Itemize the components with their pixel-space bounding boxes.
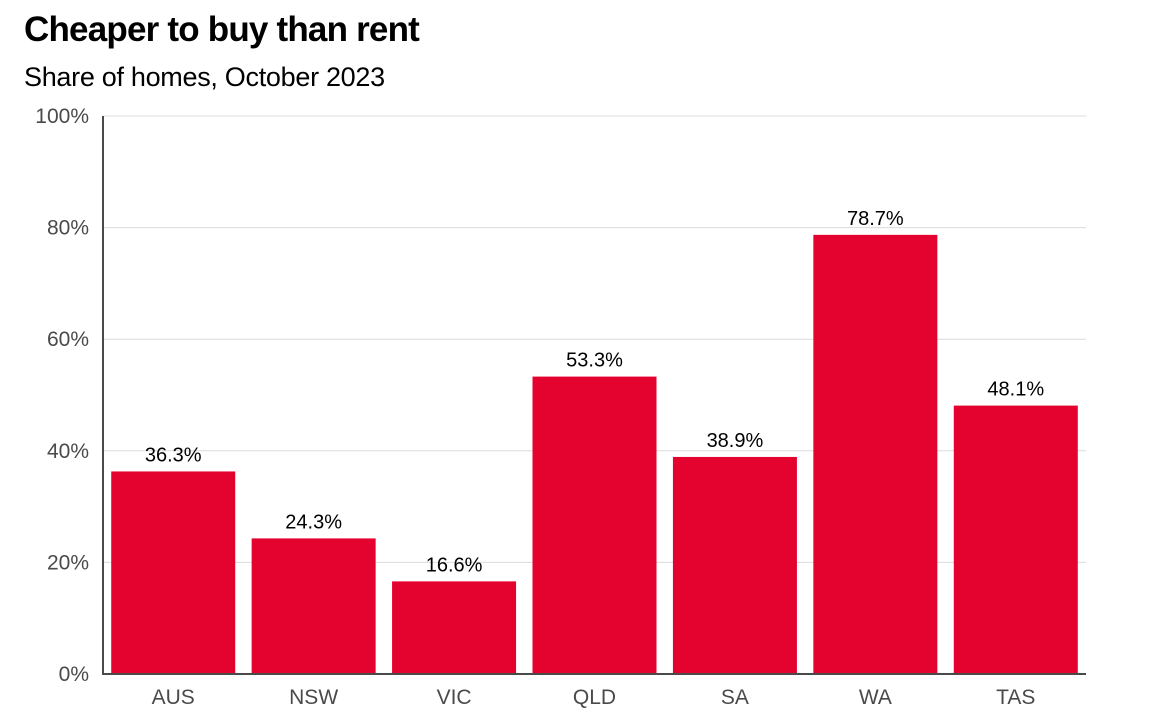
y-tick-label: 80%: [47, 217, 89, 240]
bar-tas: [953, 405, 1078, 674]
y-tick-label: 60%: [47, 328, 89, 351]
bar-sa: [672, 456, 797, 674]
x-tick-label-aus: AUS: [152, 686, 195, 709]
chart-subtitle: Share of homes, October 2023: [24, 62, 385, 92]
y-tick-label: 20%: [47, 551, 89, 574]
bar-vic: [392, 581, 517, 674]
value-label-aus: 36.3%: [145, 444, 202, 466]
bar-value-labels: 36.3% 24.3% 16.6% 53.3% 38.9% 78.7% 48.1%: [145, 208, 1044, 577]
chart-title: Cheaper to buy than rent: [24, 10, 420, 49]
y-tick-label: 100%: [35, 105, 89, 128]
x-tick-label-wa: WA: [859, 686, 892, 709]
bars: [111, 234, 1078, 674]
axes: [102, 116, 1086, 675]
x-tick-label-sa: SA: [721, 686, 749, 709]
value-label-qld: 53.3%: [566, 350, 623, 372]
y-tick-label: 40%: [47, 440, 89, 463]
bar-nsw: [251, 538, 376, 674]
x-tick-label-qld: QLD: [573, 686, 616, 709]
x-tick-label-tas: TAS: [996, 686, 1035, 709]
y-tick-label: 0%: [59, 663, 89, 686]
x-axis-tick-labels: AUS NSW VIC QLD SA WA TAS: [152, 686, 1036, 709]
value-label-vic: 16.6%: [426, 554, 483, 576]
value-label-tas: 48.1%: [987, 379, 1044, 401]
value-label-sa: 38.9%: [707, 430, 764, 452]
value-label-wa: 78.7%: [847, 208, 904, 230]
x-tick-label-nsw: NSW: [289, 686, 338, 709]
x-tick-label-vic: VIC: [437, 686, 472, 709]
y-axis-tick-labels: 0% 20% 40% 60% 80% 100%: [35, 105, 89, 686]
bar-wa: [813, 234, 938, 674]
bar-qld: [532, 376, 657, 674]
bar-aus: [111, 471, 236, 674]
value-label-nsw: 24.3%: [285, 511, 342, 533]
